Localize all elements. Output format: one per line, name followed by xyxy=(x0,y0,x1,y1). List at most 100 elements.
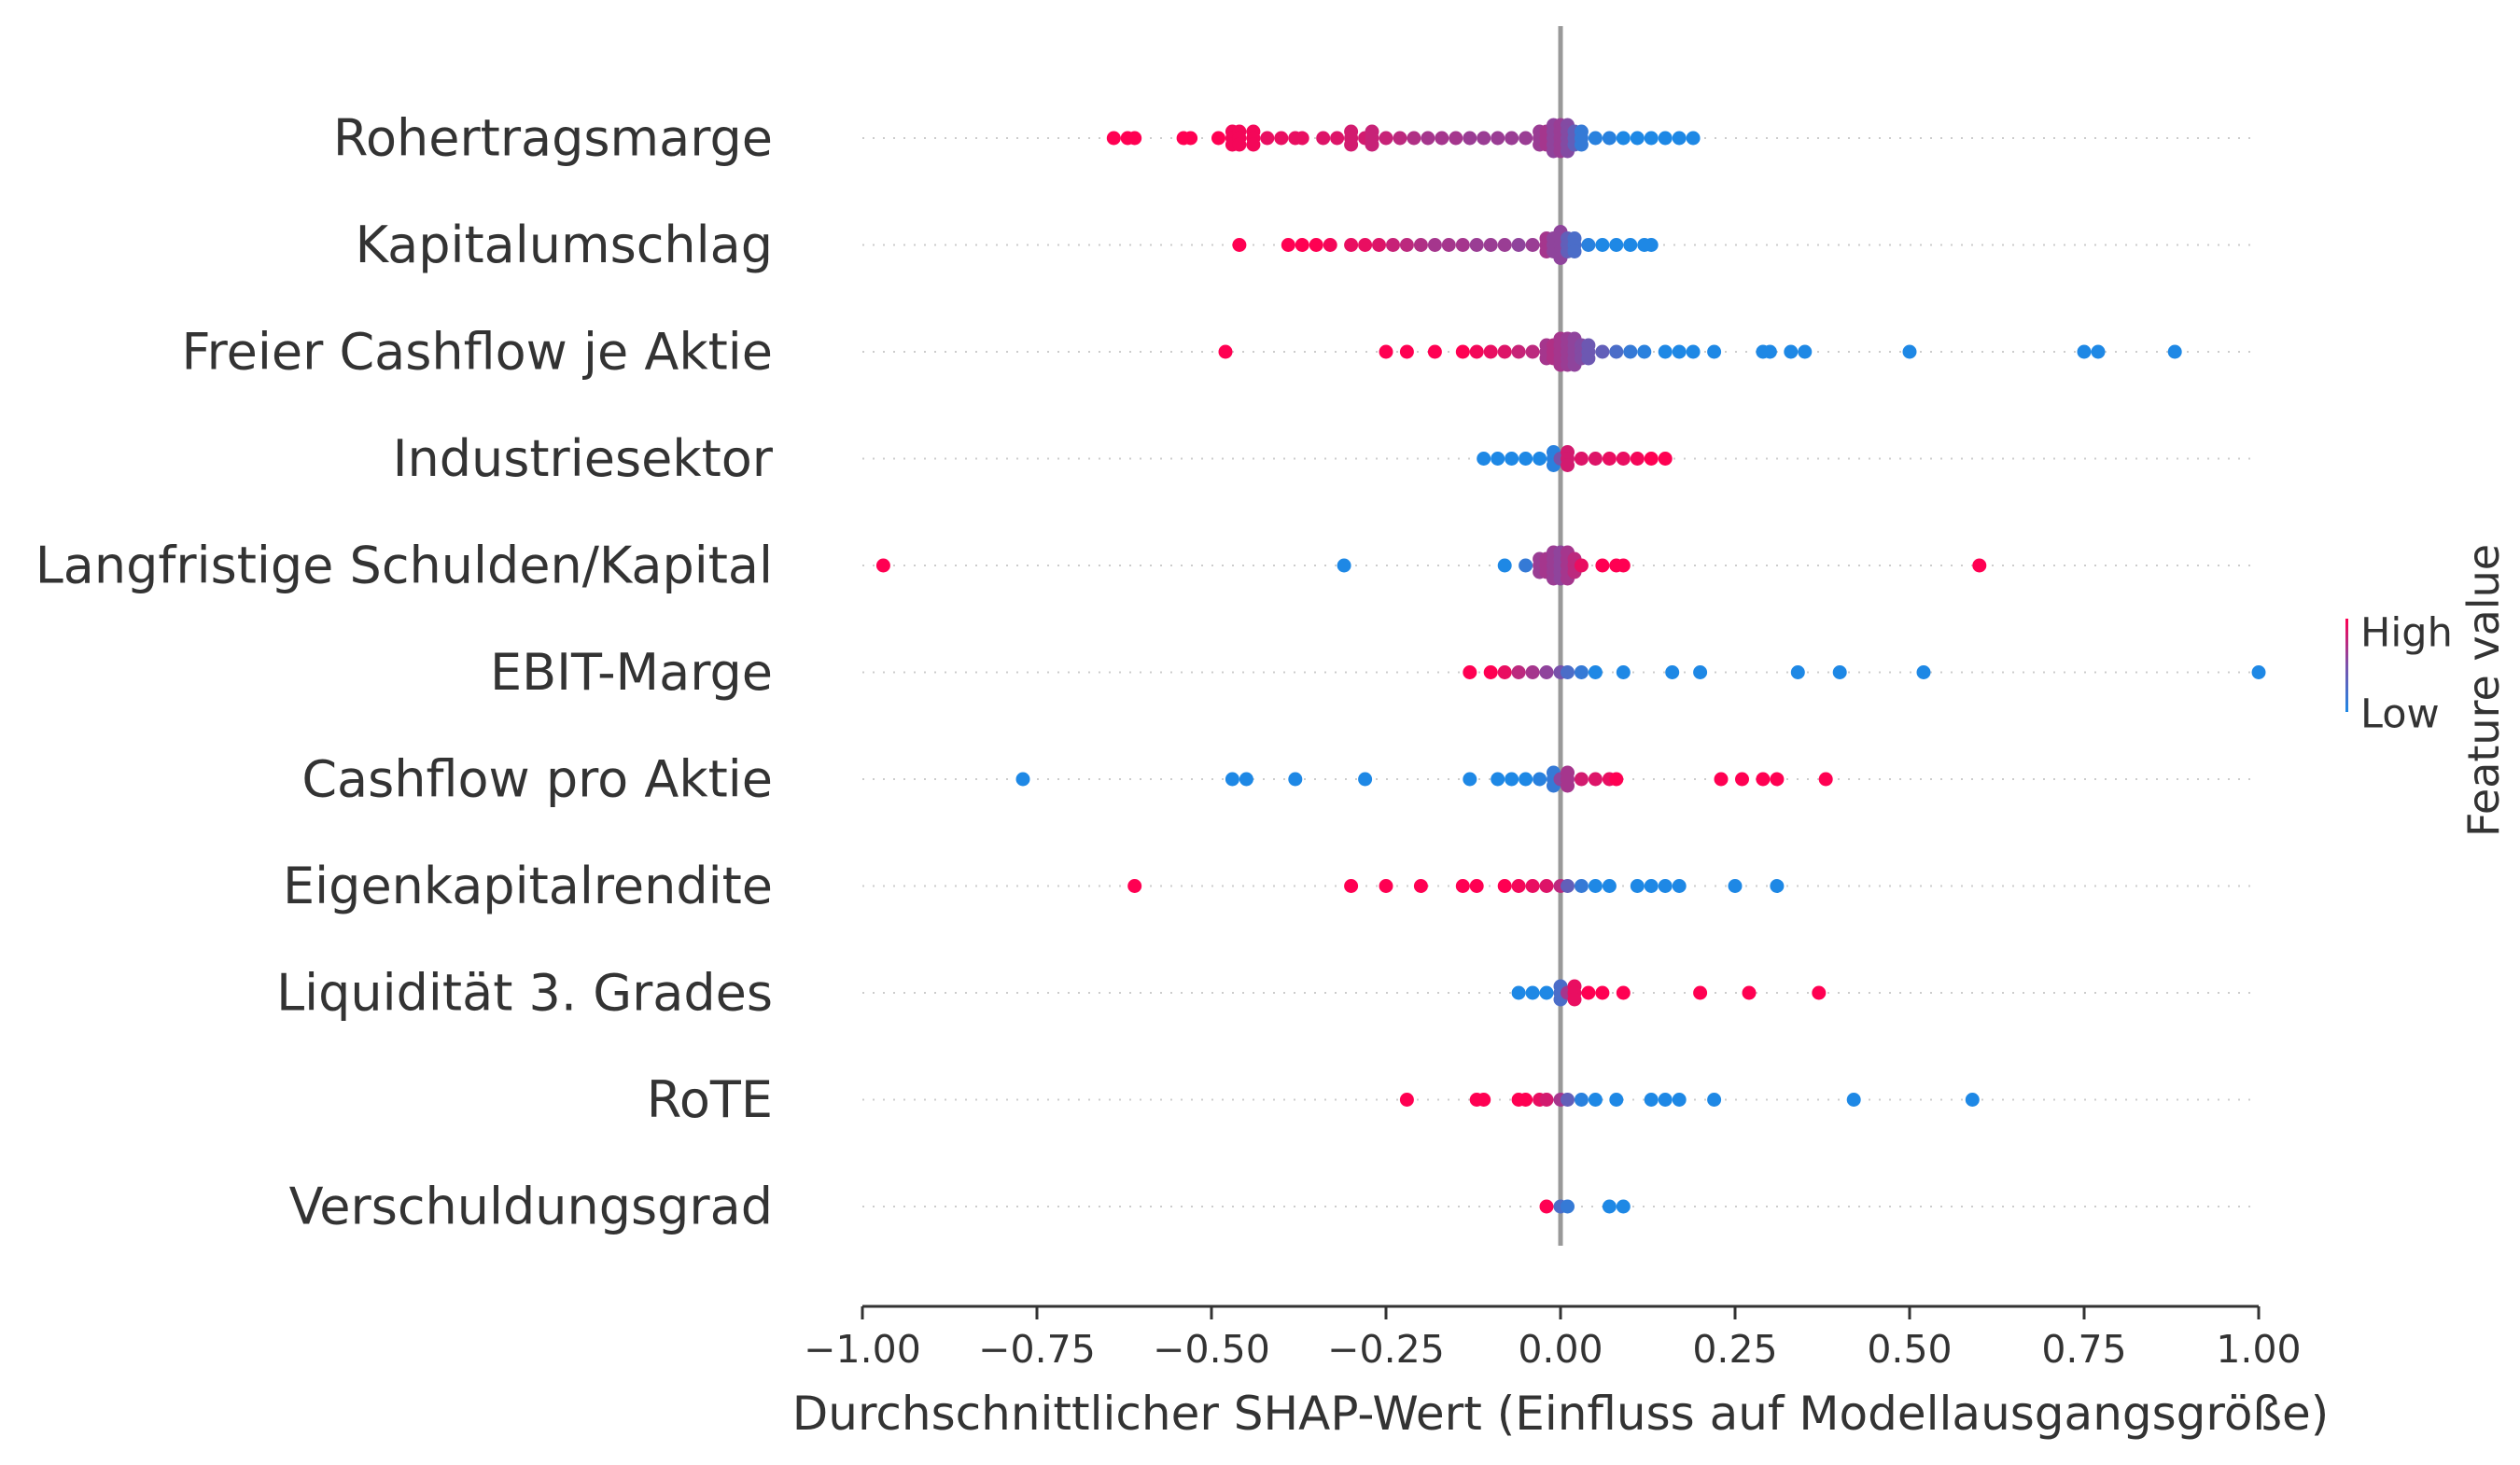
x-tick-label: −0.75 xyxy=(978,1327,1096,1372)
shap-point xyxy=(1232,238,1247,252)
shap-point xyxy=(1539,1093,1554,1107)
shap-point xyxy=(1658,1093,1673,1107)
shap-point xyxy=(1281,238,1295,252)
shap-point xyxy=(1693,665,1708,679)
shap-point xyxy=(1630,131,1645,146)
shap-point xyxy=(1714,772,1729,787)
x-tick-label: 1.00 xyxy=(2216,1327,2301,1372)
shap-point xyxy=(1218,344,1233,359)
shap-point xyxy=(1609,1093,1624,1107)
shap-point xyxy=(1609,238,1624,252)
shap-point xyxy=(1581,351,1596,366)
feature-label: Kapitalumschlag xyxy=(356,216,773,274)
shap-point xyxy=(1574,452,1589,466)
feature-label: Verschuldungsgrad xyxy=(289,1178,773,1236)
shap-point xyxy=(1127,879,1142,893)
colorbar-low-label: Low xyxy=(2360,691,2440,738)
shap-point xyxy=(1644,879,1659,893)
colorbar-gradient xyxy=(2345,619,2348,712)
shap-point xyxy=(1728,879,1743,893)
shap-point xyxy=(1525,344,1540,359)
shap-point xyxy=(1539,985,1554,1000)
shap-point xyxy=(1435,131,1449,146)
shap-point xyxy=(1477,452,1491,466)
shap-point xyxy=(1972,558,1987,573)
shap-point xyxy=(1519,558,1533,573)
feature-label: Langfristige Schulden/Kapital xyxy=(35,537,773,595)
shap-point xyxy=(1588,772,1603,787)
shap-point xyxy=(1693,985,1708,1000)
shap-point xyxy=(1525,238,1540,252)
shap-point xyxy=(1658,344,1673,359)
shap-point xyxy=(1630,879,1645,893)
shap-point xyxy=(1616,985,1631,1000)
shap-point xyxy=(1463,131,1477,146)
shap-point xyxy=(1916,665,1931,679)
shap-point xyxy=(1469,344,1484,359)
shap-point xyxy=(1399,1093,1414,1107)
shap-point xyxy=(1469,238,1484,252)
shap-point xyxy=(1742,985,1757,1000)
shap-point xyxy=(1344,137,1359,152)
shap-point xyxy=(1413,238,1428,252)
shap-point xyxy=(875,558,890,573)
shap-point xyxy=(1595,558,1610,573)
shap-point xyxy=(1658,879,1673,893)
shap-point xyxy=(1358,772,1373,787)
shap-point xyxy=(1588,452,1603,466)
shap-point xyxy=(1561,778,1575,793)
shap-point xyxy=(1505,772,1519,787)
shap-point xyxy=(1455,879,1470,893)
shap-point xyxy=(1344,238,1359,252)
shap-point xyxy=(1735,772,1749,787)
shap-point xyxy=(1505,131,1519,146)
shap-point xyxy=(1623,344,1638,359)
shap-point xyxy=(1846,1093,1861,1107)
shap-point xyxy=(1616,558,1631,573)
shap-point xyxy=(2091,344,2106,359)
shap-point xyxy=(1637,344,1652,359)
shap-point xyxy=(1399,344,1414,359)
shap-point xyxy=(1183,131,1198,146)
shap-point xyxy=(1372,238,1386,252)
feature-label: Industriesektor xyxy=(393,429,774,488)
shap-point xyxy=(1644,238,1659,252)
shap-point xyxy=(1533,452,1547,466)
x-tick-label: 0.00 xyxy=(1518,1327,1603,1372)
shap-point xyxy=(1232,137,1247,152)
shap-point xyxy=(1574,558,1589,573)
x-tick-label: −0.50 xyxy=(1153,1327,1270,1372)
shap-point xyxy=(1477,1093,1491,1107)
shap-point xyxy=(1379,879,1393,893)
shap-point xyxy=(1539,879,1554,893)
shap-point xyxy=(1581,985,1596,1000)
shap-point xyxy=(1497,879,1512,893)
shap-point xyxy=(1672,879,1687,893)
shap-point xyxy=(1574,1093,1589,1107)
shap-point xyxy=(1602,452,1617,466)
shap-point xyxy=(1491,772,1505,787)
shap-point xyxy=(1441,238,1456,252)
shap-point xyxy=(1330,131,1345,146)
shap-point xyxy=(1818,772,1833,787)
colorbar: High Low Feature value xyxy=(2345,544,2509,837)
shap-point xyxy=(1525,665,1540,679)
shap-point xyxy=(1665,665,1680,679)
shap-point xyxy=(1707,344,1722,359)
shap-point xyxy=(1505,452,1519,466)
feature-label: Cashflow pro Aktie xyxy=(301,750,773,809)
shap-point xyxy=(1686,131,1701,146)
shap-point xyxy=(1832,665,1847,679)
shap-point xyxy=(1616,665,1631,679)
shap-point xyxy=(1574,137,1589,152)
shap-point xyxy=(1344,879,1359,893)
x-tick-label: 0.25 xyxy=(1692,1327,1777,1372)
x-tick-label: −0.25 xyxy=(1327,1327,1445,1372)
shap-point xyxy=(1602,131,1617,146)
colorbar-high-label: High xyxy=(2360,610,2453,657)
shap-point xyxy=(1511,879,1526,893)
shap-point xyxy=(1260,131,1275,146)
shap-point xyxy=(2077,344,2092,359)
shap-point xyxy=(1497,344,1512,359)
